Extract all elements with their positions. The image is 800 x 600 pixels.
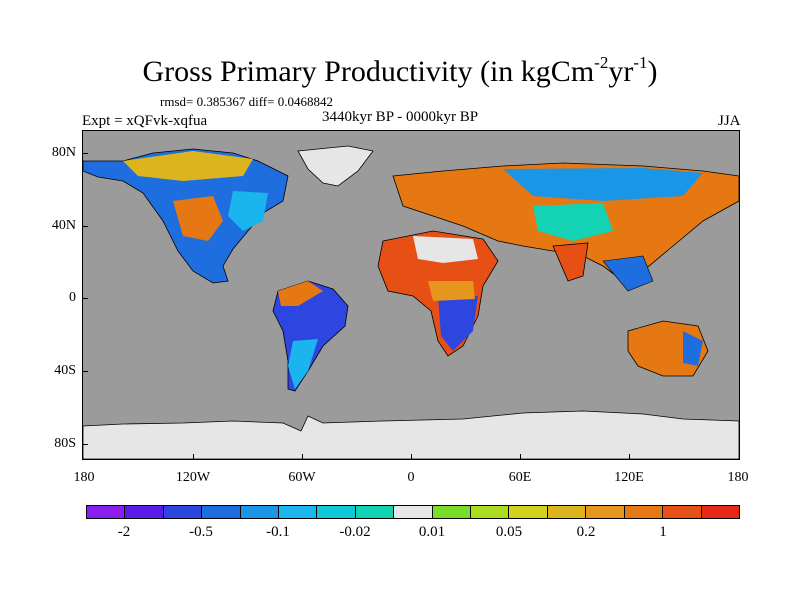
africa-south: [438, 296, 478, 351]
title-exponent-1: -2: [594, 53, 609, 72]
lon-label-180w: 180: [73, 470, 95, 485]
lat-tick: [82, 298, 88, 299]
lon-label-120w: 120W: [175, 470, 211, 485]
colorbar-segment: [202, 506, 241, 518]
colorbar-label: 0.01: [418, 524, 446, 540]
lon-label-180e: 180: [727, 470, 749, 485]
period-label: 3440kyr BP - 0000kyr BP: [321, 109, 479, 125]
colorbar-segment: [471, 506, 510, 518]
lat-label-80s: 80S: [54, 436, 76, 451]
lon-tick: [629, 454, 630, 460]
lat-label-40s: 40S: [54, 363, 76, 378]
lon-label-0: 0: [407, 470, 415, 485]
lat-label-80n: 80N: [51, 145, 76, 160]
colorbar-label: 0.05: [495, 524, 523, 540]
season-label: JJA: [718, 113, 741, 129]
south-america-north: [278, 281, 323, 306]
lat-label-0: 0: [69, 290, 76, 305]
title-close: ): [647, 55, 658, 88]
north-america-dry-west: [173, 196, 223, 241]
lon-tick: [193, 454, 194, 460]
world-map: [83, 145, 739, 459]
colorbar-label: -0.02: [339, 524, 371, 540]
lon-tick: [302, 454, 303, 460]
chart-title: Gross Primary Productivity (in kgCm-2yr-…: [0, 52, 800, 92]
title-exponent-2: -1: [633, 53, 648, 72]
africa-central: [428, 281, 475, 301]
lon-label-60w: 60W: [288, 470, 316, 485]
colorbar-label: 1: [659, 524, 667, 540]
lat-tick: [82, 153, 88, 154]
india: [552, 242, 589, 282]
lat-tick: [82, 444, 88, 445]
colorbar-segment: [394, 506, 433, 518]
map-panel: [82, 130, 740, 460]
lon-label-120e: 120E: [614, 470, 644, 485]
southeast-asia: [602, 255, 654, 292]
south-america-south: [288, 339, 318, 389]
antarctica-region: [83, 410, 739, 459]
title-unit-yr: yr: [608, 55, 634, 88]
colorbar-label: -2: [117, 524, 131, 540]
colorbar-segment: [317, 506, 356, 518]
central-asia: [533, 203, 613, 241]
colorbar-segment: [586, 506, 625, 518]
north-america-east: [228, 191, 268, 231]
north-america-arctic: [123, 151, 253, 181]
australia-east: [683, 331, 703, 366]
sahara-desert: [413, 236, 478, 263]
colorbar-segment: [279, 506, 318, 518]
colorbar-segment: [87, 506, 126, 518]
stats-text: rmsd= 0.385367 diff= 0.0468842: [160, 94, 333, 109]
colorbar-segment: [240, 506, 280, 518]
title-text: Gross Primary Productivity (in kgCm: [142, 55, 595, 88]
lon-label-60e: 60E: [508, 470, 532, 485]
colorbar-segment: [663, 506, 702, 518]
experiment-label: Expt = xQFvk-xqfua: [82, 113, 208, 129]
siberia: [503, 168, 703, 201]
colorbar-label: -0.1: [266, 524, 290, 540]
lat-tick: [82, 371, 88, 372]
lat-label-40n: 40N: [51, 218, 76, 233]
colorbar-segment: [509, 506, 548, 518]
colorbar: [86, 505, 740, 519]
colorbar-segment: [163, 506, 203, 518]
colorbar-label: -0.5: [189, 524, 213, 540]
colorbar-label: 0.2: [576, 524, 596, 540]
colorbar-segment: [355, 506, 395, 518]
colorbar-segment: [432, 506, 472, 518]
lat-tick: [82, 226, 88, 227]
lon-tick: [411, 454, 412, 460]
colorbar-segment: [624, 506, 664, 518]
colorbar-segment: [701, 506, 739, 518]
colorbar-segment: [125, 506, 164, 518]
lon-tick: [520, 454, 521, 460]
greenland-region: [297, 145, 374, 187]
colorbar-segment: [547, 506, 587, 518]
